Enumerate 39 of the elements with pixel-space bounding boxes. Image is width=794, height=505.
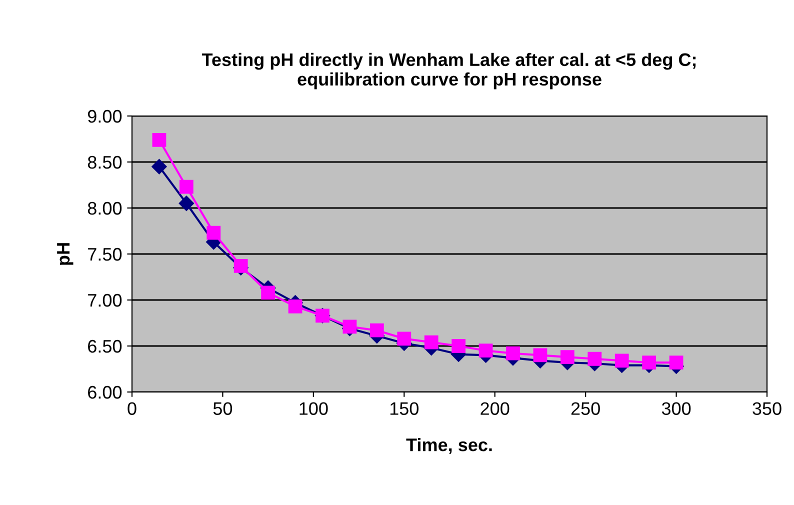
x-tick-label: 300: [662, 402, 691, 415]
point: [152, 159, 167, 174]
x-tick-label: 150: [390, 402, 418, 415]
point: [342, 320, 357, 334]
y-tick-label: 8.00: [88, 202, 122, 215]
x-tick-label: 200: [480, 402, 510, 415]
chart-title: Testing pH directly in Wenham Lake after cal. at <5 deg C; equilibration curve for pH response: [202, 52, 696, 90]
x-tick-label: 0: [128, 402, 136, 415]
point: [370, 323, 384, 338]
x-tick-label: 250: [571, 402, 600, 415]
y-tick-label: 9.00: [88, 110, 122, 123]
point: [206, 226, 221, 240]
point: [424, 335, 438, 350]
y-axis-title: pH: [57, 243, 74, 265]
y-tick-label: 7.00: [88, 294, 122, 307]
x-tick-label: 350: [752, 402, 782, 415]
point: [288, 299, 302, 314]
point: [179, 180, 194, 194]
point: [452, 339, 466, 353]
point: [588, 352, 602, 366]
point: [178, 196, 194, 211]
point: [397, 332, 412, 346]
point: [261, 286, 276, 300]
point: [642, 356, 656, 370]
x-tick-label: 50: [213, 402, 232, 415]
point: [478, 344, 493, 358]
y-tick-label: 6.00: [88, 386, 122, 399]
point: [669, 356, 684, 370]
y-tick-label: 6.50: [88, 340, 122, 353]
point: [234, 259, 248, 273]
point: [533, 348, 548, 362]
point: [152, 132, 166, 147]
point: [506, 346, 520, 360]
point: [614, 354, 629, 368]
x-axis-title: Time, sec.: [406, 438, 492, 454]
y-tick-label: 7.50: [88, 248, 122, 261]
x-tick-label: 100: [300, 402, 328, 415]
point: [560, 350, 574, 364]
y-tick-label: 8.50: [88, 156, 122, 169]
